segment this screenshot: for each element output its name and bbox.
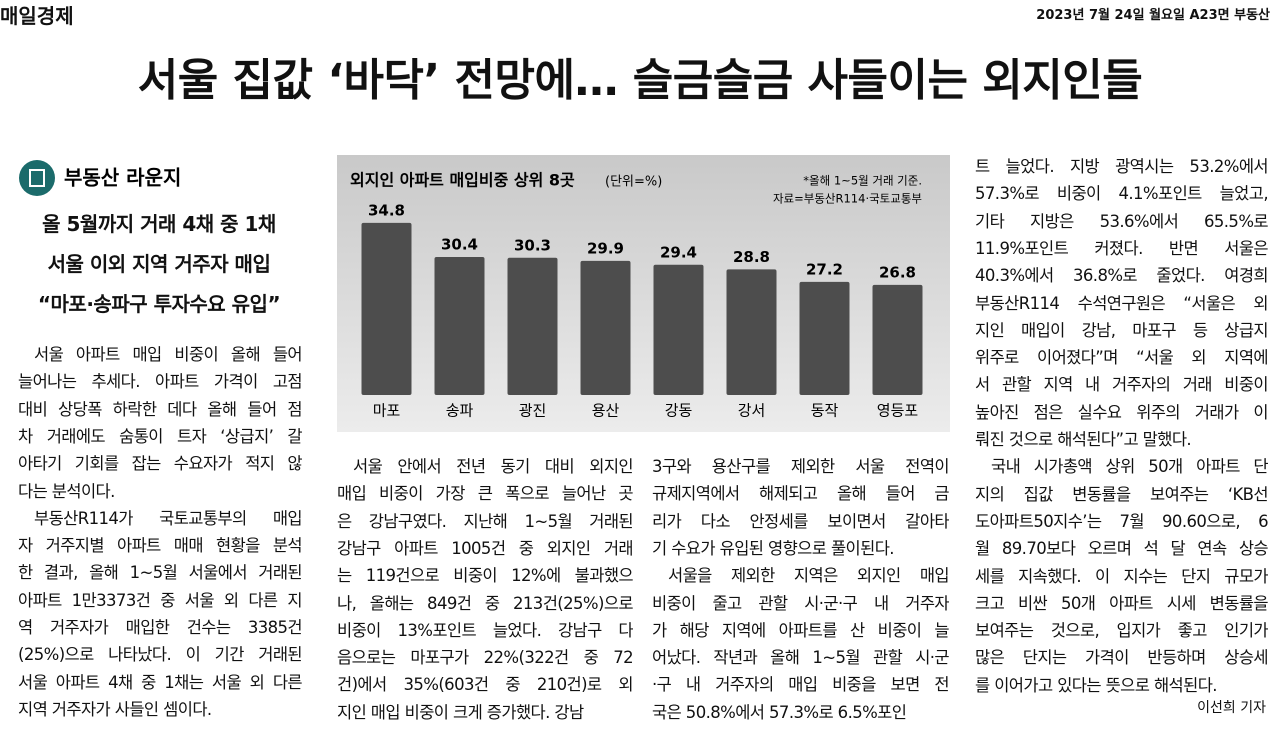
chart-note: 자료=부동산R114·국토교통부: [773, 192, 922, 206]
chart-title: 외지인 아파트 매입비중 상위 8곳: [350, 171, 575, 190]
body-line: 음으로는 마포구가 22%(322건 중 72: [337, 648, 633, 668]
paper-name: 매일경제: [0, 4, 74, 28]
body-line: 다는 분석이다.: [18, 481, 115, 501]
body-line: 높아진 점은 실수요 위주의 거래가 이: [975, 402, 1268, 422]
body-line: 3구와 용산구를 제외한 서울 전역이: [652, 457, 949, 476]
x-tick-label: 마포: [373, 402, 401, 420]
body-line: 국은 50.8%에서 57.3%로 6.5%포인: [652, 702, 907, 722]
body-line: 매입 비중이 가장 큰 폭으로 늘어난 곳: [337, 484, 633, 504]
body-line: 서 관할 지역 내 거주자의 거래 비중이: [975, 375, 1268, 395]
bar: [726, 269, 777, 395]
bar: [507, 257, 558, 395]
body-line: 40.3%에서 36.8%로 줄었다. 여경희: [975, 266, 1268, 286]
value-label: 30.4: [441, 236, 478, 254]
body-line: 아타기 기회를 잡는 수요자가 적지 않: [18, 454, 302, 474]
x-tick-label: 광진: [519, 402, 547, 420]
body-line: 보여주는 것으로, 입지가 좋고 인기가: [975, 621, 1268, 641]
x-tick-label: 용산: [592, 402, 620, 420]
bar: [361, 222, 412, 395]
x-tick-label: 동작: [811, 402, 839, 420]
body-line: 많은 단지는 가격이 반등하며 상승세: [975, 648, 1268, 668]
body-line: (25%)으로 나타났다. 이 기간 거래된: [18, 645, 302, 665]
body-line: 규제지역에서 해제되고 올해 들어 금: [652, 484, 949, 504]
body-line: 서울 아파트 매입 비중이 올해 들어: [34, 345, 302, 364]
headline: 서울 집값 ‘바닥’ 전망에… 슬금슬금 사들이는 외지인들: [137, 55, 1143, 106]
bar: [799, 281, 850, 395]
value-label: 27.2: [806, 260, 843, 278]
body-line: 도아파트50지수’는 7월 90.60으로, 6: [975, 511, 1268, 531]
body-line: 자 거주지별 아파트 매매 현황을 분석: [18, 536, 302, 556]
body-line: 부동산R114가 국토교통부의 매입: [34, 508, 302, 528]
subhead: 올 5월까지 거래 4채 중 1채: [42, 212, 276, 236]
section-icon: [19, 160, 55, 196]
x-tick-label: 송파: [446, 402, 474, 420]
value-label: 26.8: [879, 263, 916, 281]
subhead: “마포·송파구 투자수요 유입”: [37, 292, 281, 316]
body-line: 아파트 1만3373건 중 서울 외 다른 지: [18, 590, 302, 610]
body-line: 기타 지방은 53.6%에서 65.5%로: [975, 211, 1268, 231]
chart-note: *올해 1~5월 거래 기준.: [803, 174, 922, 188]
value-label: 29.9: [587, 239, 624, 257]
body-line: 지역 거주자가 사들인 셈이다.: [18, 699, 212, 719]
body-line: 11.9%포인트 커졌다. 반면 서울은: [975, 238, 1268, 258]
issue-date: 2023년 7월 24일 월요일 A23면 부동산: [1036, 8, 1270, 23]
body-line: 트 늘었다. 지방 광역시는 53.2%에서: [975, 157, 1268, 176]
x-tick-label: 강서: [738, 402, 766, 420]
body-line: 강남구 아파트 1005건 중 외지인 거래: [337, 538, 633, 558]
body-line: 서울 안에서 전년 동기 대비 외지인: [353, 457, 633, 476]
body-line: 늘어나는 추세다. 아파트 가격이 고점: [18, 372, 302, 392]
body-line: 위주로 이어졌다”며 “서울 외 지역에: [975, 348, 1268, 368]
x-tick-label: 강동: [665, 402, 693, 420]
section-icon-building: [29, 169, 45, 187]
body-line: 지인 매입 비중이 크게 증가했다. 강남: [337, 702, 584, 722]
body-line: 세를 지속했다. 이 지수는 단지 규모가: [975, 566, 1268, 586]
body-line: 서울 아파트 4채 중 1채는 서울 외 다른: [18, 672, 302, 692]
value-label: 29.4: [660, 243, 697, 261]
body-line: 가 해당 지역에 아파트를 산 비중이 늘: [652, 620, 949, 640]
x-tick-label: 영등포: [877, 402, 919, 420]
body-line: 차 거래에도 숨통이 트자 ‘상급지’ 갈: [18, 426, 302, 446]
body-line: 리가 다소 안정세를 보이면서 갈아타: [652, 511, 949, 531]
body-line: 부동산R114 수석연구원은 “서울은 외: [975, 293, 1268, 313]
bar: [580, 260, 631, 395]
body-line: 는 119건으로 비중이 12%에 불과했으: [337, 566, 633, 586]
body-line: 어났다. 작년과 올해 1~5월 관할 시·군: [652, 648, 949, 668]
body-line: 월 89.70보다 오르며 석 달 연속 상승: [975, 539, 1268, 559]
body-line: 건)에서 35%(603건 중 210건)로 외: [337, 675, 633, 695]
body-line: 대비 상당폭 하락한 데다 올해 들어 점: [18, 399, 302, 419]
section-title: 부동산 라운지: [64, 166, 181, 190]
body-line: 지의 집값 변동률을 보여주는 ‘KB선: [975, 484, 1268, 504]
body-line: 뤄진 것으로 해석된다”고 말했다.: [975, 430, 1192, 449]
value-label: 34.8: [368, 201, 405, 219]
body-line: 은 강남구였다. 지난해 1~5월 거래된: [337, 511, 633, 531]
body-line: 기 수요가 유입된 영향으로 풀이된다.: [652, 538, 895, 558]
bar: [434, 257, 485, 395]
body-line: 비중이 13%포인트 늘었다. 강남구 다: [337, 620, 633, 640]
body-line: ·구 내 거주자의 매입 비중을 보면 전: [652, 675, 949, 695]
subhead: 서울 이외 지역 거주자 매입: [47, 252, 271, 276]
value-label: 28.8: [733, 248, 770, 266]
body-line: 역 거주자가 매입한 건수는 3385건: [18, 618, 302, 637]
body-line: 나, 올해는 849건 중 213건(25%)으로: [337, 593, 633, 613]
body-line: 57.3%로 비중이 4.1%포인트 늘었고,: [975, 184, 1268, 204]
body-line: 를 이어가고 있다는 뜻으로 해석된다.: [975, 675, 1218, 695]
body-line: 지인 매입이 강남, 마포구 등 상급지: [975, 320, 1268, 340]
bar: [872, 284, 923, 395]
body-line: 국내 시가총액 상위 50개 아파트 단: [991, 457, 1268, 477]
chart-unit: (단위=%): [605, 175, 662, 190]
bar: [653, 264, 704, 395]
body-line: 크고 비싼 50개 아파트 시세 변동률을: [975, 593, 1268, 613]
body-line: 한 결과, 올해 1~5월 서울에서 거래된: [18, 563, 302, 583]
byline: 이선희 기자: [1197, 700, 1266, 716]
body-line: 서울을 제외한 지역은 외지인 매입: [668, 566, 949, 586]
body-line: 비중이 줄고 관할 시·군·구 내 거주자: [652, 593, 949, 613]
value-label: 30.3: [514, 236, 551, 254]
